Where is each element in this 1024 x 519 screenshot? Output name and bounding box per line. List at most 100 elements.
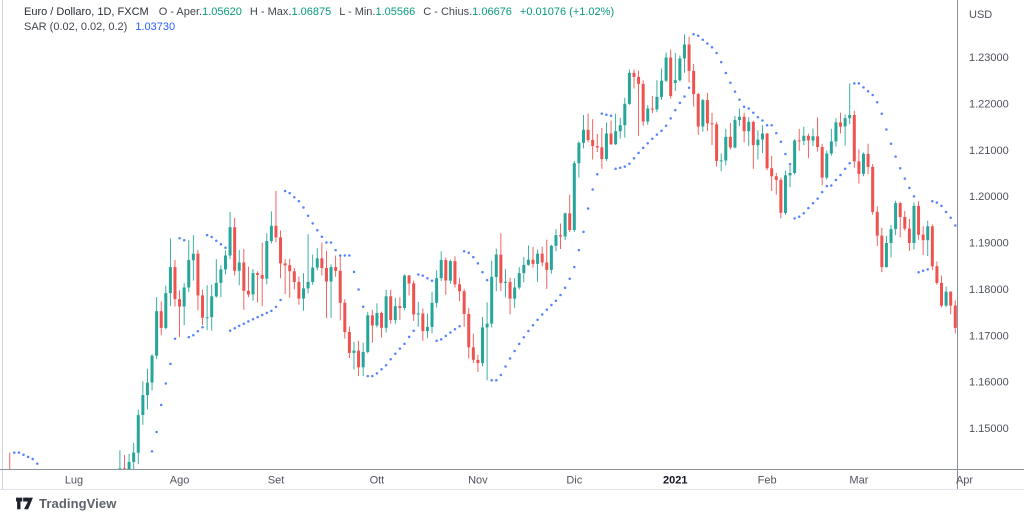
- candle-body: [898, 203, 902, 217]
- close-label: C - Chius.: [423, 6, 473, 18]
- sar-dot: [215, 239, 218, 242]
- candle-body: [669, 57, 673, 96]
- candle-body: [265, 241, 269, 279]
- candle-body: [549, 245, 553, 270]
- candle-body: [825, 153, 829, 178]
- sar-dot: [283, 189, 287, 193]
- candle-body: [563, 213, 567, 237]
- candle-body: [793, 140, 797, 173]
- sar-dot: [683, 95, 686, 98]
- candle-body: [761, 133, 764, 140]
- candle-body: [871, 166, 875, 212]
- candle-body: [279, 237, 283, 264]
- candle-body: [650, 108, 654, 110]
- candle-body: [641, 83, 645, 122]
- candle-body: [398, 306, 402, 308]
- candle-body: [632, 72, 636, 77]
- time-scale[interactable]: Lug Ago Set Ott Nov Dic 2021 Feb Mar Apr: [65, 475, 974, 487]
- candle-body: [159, 311, 163, 328]
- sar-dot: [146, 471, 149, 474]
- candle-body: [811, 136, 815, 141]
- time-tick-label: Lug: [65, 475, 83, 487]
- time-tick-label: Nov: [468, 475, 488, 487]
- candle-body: [834, 122, 838, 142]
- candle-body: [940, 282, 944, 306]
- sar-dot: [696, 34, 700, 37]
- sar-dot: [747, 107, 750, 110]
- sar-dot: [816, 197, 819, 200]
- candle-body: [536, 253, 540, 264]
- candle-body: [407, 275, 411, 284]
- candle-body: [118, 468, 122, 469]
- time-tick-label: Ago: [170, 475, 190, 487]
- high-label: H - Max.: [249, 6, 292, 18]
- candle-body: [522, 264, 526, 274]
- sar-dot: [435, 339, 438, 343]
- sar-dot: [545, 308, 549, 311]
- candle-body: [756, 139, 760, 146]
- sar-dot: [495, 379, 498, 382]
- sar-dot: [513, 349, 516, 353]
- sar-dot: [169, 362, 172, 366]
- candle-body: [393, 306, 397, 320]
- candle-body: [875, 211, 879, 236]
- sar-dot: [655, 133, 659, 136]
- sar-dot: [935, 201, 939, 204]
- candle-body: [384, 296, 388, 328]
- time-tick-label: Dic: [566, 475, 582, 487]
- sar-dot: [669, 117, 672, 120]
- price-scale[interactable]: USD 1.23000 1.22000 1.21000 1.20000 1.19000 1.…: [969, 9, 1009, 435]
- indicator-name[interactable]: SAR (0.02, 0.02, 0.2): [24, 21, 128, 33]
- sar-dot: [765, 123, 769, 127]
- candle-body: [453, 261, 457, 285]
- sar-dot: [237, 324, 241, 328]
- candle-body: [178, 299, 182, 307]
- price-tick-label: 1.21000: [969, 145, 1009, 157]
- sar-dot: [908, 186, 911, 190]
- candle-body: [494, 254, 498, 277]
- symbol-title[interactable]: Euro / Dollaro, 1D, FXCM: [24, 6, 149, 18]
- candle-body: [8, 487, 11, 519]
- sar-dot: [178, 237, 181, 240]
- sar-dot: [187, 335, 191, 339]
- sar-dot: [182, 239, 186, 242]
- sar-dot: [348, 254, 351, 257]
- sar-dot: [490, 379, 493, 382]
- symbol-legend-row[interactable]: Euro / Dollaro, 1D, FXCM O - Aper.1.05620…: [24, 5, 614, 20]
- candle-body: [880, 235, 884, 268]
- sar-dot: [458, 324, 461, 328]
- candle-body: [770, 168, 774, 177]
- tradingview-watermark[interactable]: TradingView: [15, 495, 116, 511]
- price-tick-label: 1.22000: [969, 98, 1009, 110]
- sar-dot: [651, 137, 654, 140]
- sar-dot: [462, 250, 466, 253]
- sar-dot: [366, 374, 370, 378]
- sar-dot: [559, 293, 562, 297]
- sar-dot: [36, 462, 39, 465]
- candle-body: [559, 235, 563, 237]
- candle-body: [127, 461, 131, 469]
- indicator-legend-row[interactable]: SAR (0.02, 0.02, 0.2) 1.03730: [24, 20, 614, 35]
- candle-body: [122, 468, 126, 469]
- candle-body: [155, 311, 159, 356]
- candle-body: [820, 147, 824, 178]
- sar-dot: [963, 247, 966, 250]
- sar-dot: [352, 270, 356, 274]
- sar-dot: [742, 105, 746, 108]
- candle-body: [228, 227, 232, 256]
- sar-dot: [444, 334, 448, 338]
- sar-dot: [164, 382, 168, 385]
- candle-body: [315, 258, 319, 268]
- sar-dot: [531, 323, 535, 327]
- sar-dot: [201, 326, 204, 329]
- sar-dot: [499, 373, 503, 377]
- candle-body: [884, 243, 888, 268]
- sar-dot: [568, 277, 571, 281]
- candle-body: [595, 146, 599, 148]
- candle-body: [223, 255, 227, 270]
- sar-dot: [862, 86, 865, 89]
- candle-body: [963, 300, 966, 321]
- candle-body: [145, 382, 149, 396]
- candle-body: [646, 108, 650, 122]
